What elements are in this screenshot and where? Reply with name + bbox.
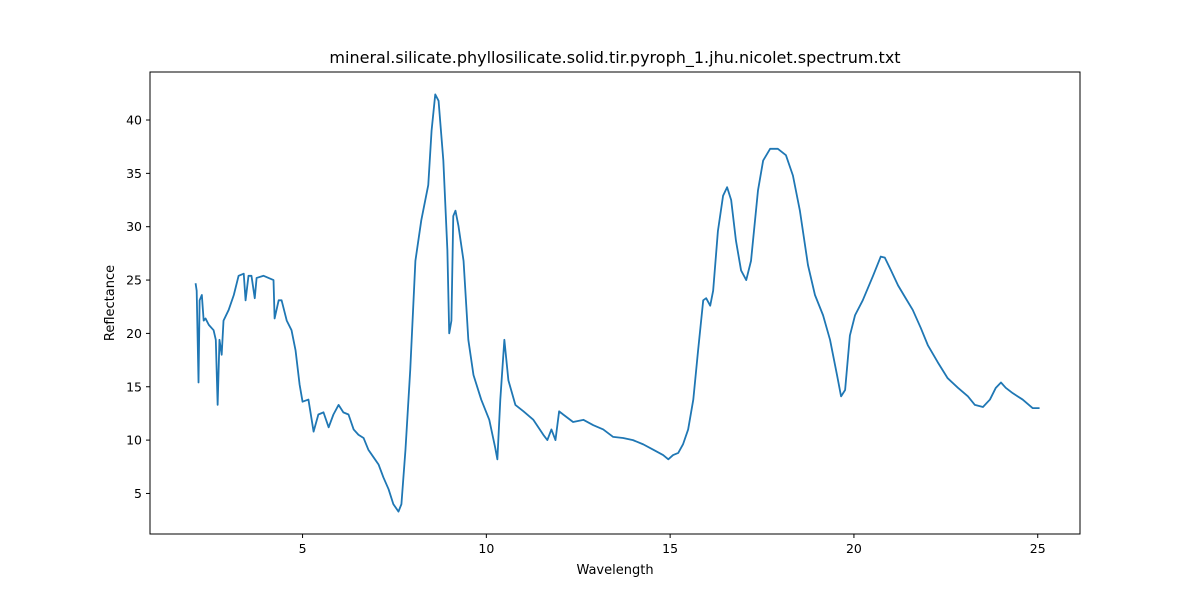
y-tick-label: 30 bbox=[126, 219, 142, 234]
x-tick-label: 10 bbox=[478, 541, 494, 556]
x-tick-label: 15 bbox=[662, 541, 678, 556]
x-axis-label: Wavelength bbox=[576, 563, 653, 578]
y-tick-label: 20 bbox=[126, 326, 142, 341]
y-tick-label: 25 bbox=[126, 273, 142, 288]
plot-frame bbox=[149, 71, 1081, 535]
y-tick-label: 40 bbox=[126, 113, 142, 128]
y-tick-label: 5 bbox=[134, 486, 142, 501]
x-tick-label: 5 bbox=[299, 541, 307, 556]
y-tick-label: 35 bbox=[126, 166, 142, 181]
y-axis-label: Reflectance bbox=[103, 265, 118, 341]
x-tick-label: 20 bbox=[846, 541, 862, 556]
chart-title: mineral.silicate.phyllosilicate.solid.ti… bbox=[329, 48, 900, 68]
y-tick-label: 10 bbox=[126, 433, 142, 448]
data-line bbox=[194, 93, 1040, 513]
x-tick-label: 25 bbox=[1030, 541, 1046, 556]
y-tick-label: 15 bbox=[126, 379, 142, 394]
